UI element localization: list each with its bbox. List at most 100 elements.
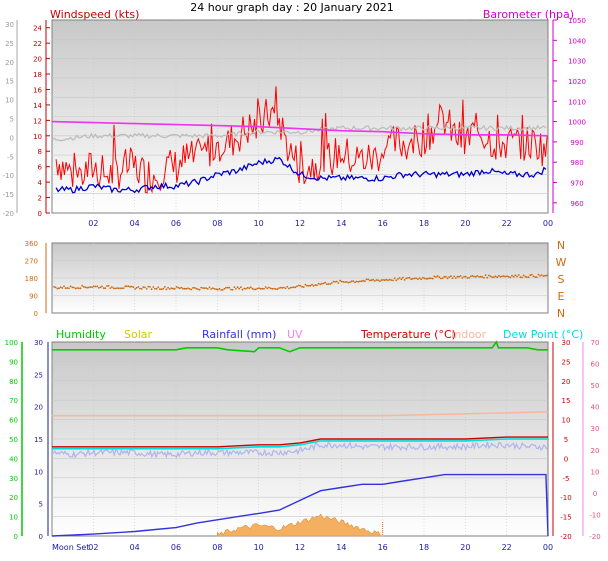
barometer-axis-label: Barometer (hpa) (483, 8, 574, 21)
rain-axis-tick: 25 (34, 371, 43, 379)
wind-direction-point (168, 288, 171, 290)
wind-direction-point (259, 287, 262, 290)
wind-direction-point (251, 287, 254, 290)
wind-direction-point (306, 284, 308, 287)
wind-direction-point (76, 287, 79, 289)
wind-direction-point (405, 277, 408, 280)
wind-direction-point (64, 287, 67, 290)
x-axis-tick-label: 02 (88, 543, 98, 552)
legend-entry: Dew Point (°C) (503, 328, 583, 341)
wind-direction-point (202, 287, 204, 289)
wind-direction-point (544, 274, 546, 277)
wind-direction-point (464, 275, 467, 278)
wind-direction-point (240, 286, 242, 289)
wind-direction-point (388, 278, 391, 281)
x-axis-tick-label: 00 (543, 543, 553, 552)
wind-direction-point (423, 277, 426, 280)
wind-direction-point (297, 284, 300, 287)
wind-direction-point (271, 288, 274, 290)
wind-direction-point (367, 278, 370, 281)
wind-direction-point (481, 276, 484, 278)
wind-direction-point (111, 286, 113, 288)
wind-direction-point (393, 277, 396, 280)
x-axis-tick-label: 16 (378, 219, 388, 228)
wind-direction-point (385, 278, 388, 281)
temperature-axis-tick: 10 (562, 417, 571, 425)
wind-direction-point (539, 275, 541, 277)
wind-direction-point (241, 288, 244, 291)
wind-direction-point (507, 275, 510, 278)
x-axis-tick-label: 06 (171, 543, 181, 552)
wind-direction-point (63, 285, 65, 288)
wind-axis-tick: 16 (33, 86, 42, 94)
legend-entry: Temperature (°C) (360, 328, 456, 341)
x-axis-tick-label: 08 (212, 543, 222, 552)
wind-direction-point (129, 286, 132, 288)
wind-direction-point (231, 288, 234, 291)
far-right-axis-tick: 40 (591, 404, 600, 412)
wind-direction-point (69, 285, 72, 288)
wind-direction-point (373, 280, 376, 282)
barometer-axis-tick: 960 (570, 200, 583, 208)
wind-direction-point (94, 285, 97, 288)
legend-entry: Rainfall (mm) (202, 328, 276, 341)
wind-direction-point (516, 275, 518, 278)
wind-direction-point (491, 276, 494, 279)
wind-direction-point (130, 285, 133, 288)
wind-direction-point (263, 287, 265, 290)
wind-direction-point (107, 284, 110, 287)
wind-direction-point (532, 275, 535, 278)
wind-direction-point (193, 286, 196, 289)
wind-direction-point (360, 280, 363, 283)
wind-axis-tick: 4 (38, 179, 43, 187)
wind-direction-point (466, 277, 469, 279)
humidity-axis-tick: 50 (9, 436, 18, 444)
wind-direction-point (433, 275, 436, 278)
wind-direction-point (220, 289, 223, 291)
direction-axis-tick: 0 (34, 310, 38, 318)
rain-axis-tick: 30 (34, 339, 43, 347)
wind-direction-point (109, 287, 112, 289)
wind-direction-point (102, 287, 105, 289)
wind-direction-point (312, 285, 315, 287)
wind-direction-point (268, 286, 270, 289)
compass-direction-label: W (556, 256, 567, 269)
outer-axis-tick: 15 (5, 78, 14, 86)
wind-direction-point (456, 275, 459, 278)
wind-direction-point (157, 286, 160, 289)
wind-axis-tick: 12 (33, 117, 42, 125)
wind-direction-point (468, 277, 470, 279)
wind-direction-point (411, 278, 414, 280)
wind-axis-tick: 14 (33, 102, 42, 110)
wind-direction-point (311, 283, 313, 286)
wind-direction-point (291, 286, 293, 289)
barometer-axis-tick: 1020 (568, 78, 586, 86)
chart-title: 24 hour graph day : 20 January 2021 (190, 1, 394, 14)
wind-direction-point (274, 288, 277, 290)
wind-direction-point (431, 277, 434, 280)
wind-direction-point (420, 278, 422, 281)
wind-direction-point (96, 285, 98, 288)
wind-direction-point (522, 274, 525, 277)
wind-direction-point (451, 277, 454, 280)
wind-direction-point (230, 288, 232, 291)
wind-axis-tick: 18 (33, 71, 42, 79)
dewpoint-line (52, 438, 548, 450)
wind-direction-point (114, 287, 117, 290)
lavender-trace-line (51, 440, 548, 459)
wind-direction-point (354, 281, 356, 284)
wind-direction-point (116, 287, 118, 289)
solar-area (216, 513, 384, 537)
compass-direction-label: N (557, 239, 565, 252)
wind-direction-point (494, 275, 497, 278)
wind-axis-tick: 20 (33, 56, 42, 64)
wind-direction-point (397, 278, 399, 280)
wind-direction-point (167, 286, 170, 289)
far-right-axis-tick: 70 (591, 339, 600, 347)
barometer-axis-tick: 990 (570, 139, 583, 147)
temperature-axis-tick: 25 (562, 358, 571, 366)
direction-axis-tick: 180 (25, 275, 38, 283)
wind-direction-point (264, 286, 267, 288)
wind-direction-point (326, 283, 328, 286)
wind-direction-point (243, 287, 246, 290)
